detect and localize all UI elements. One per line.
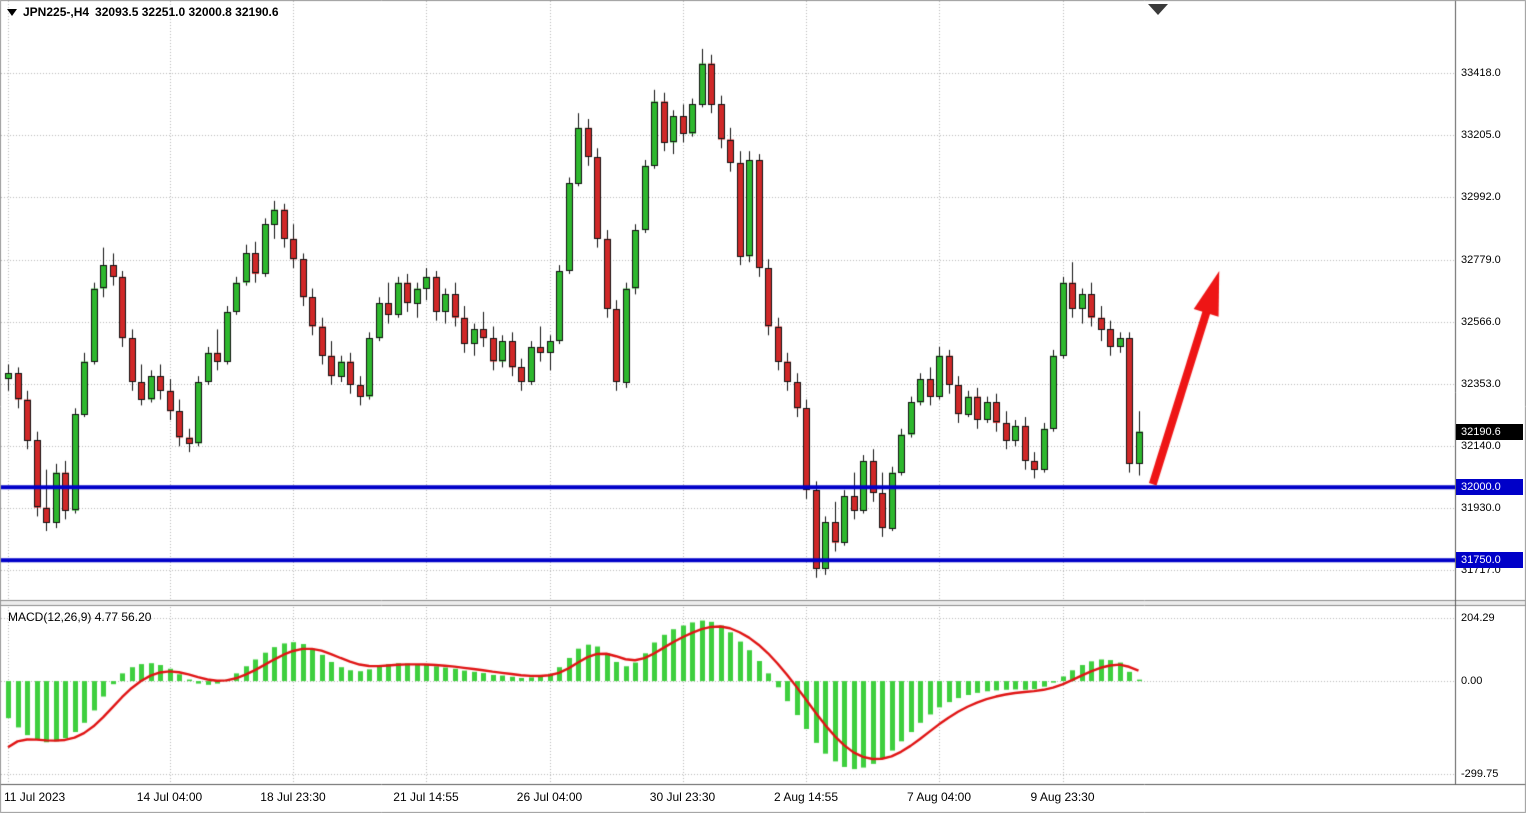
chart-shift-marker-icon[interactable] xyxy=(1148,4,1168,15)
